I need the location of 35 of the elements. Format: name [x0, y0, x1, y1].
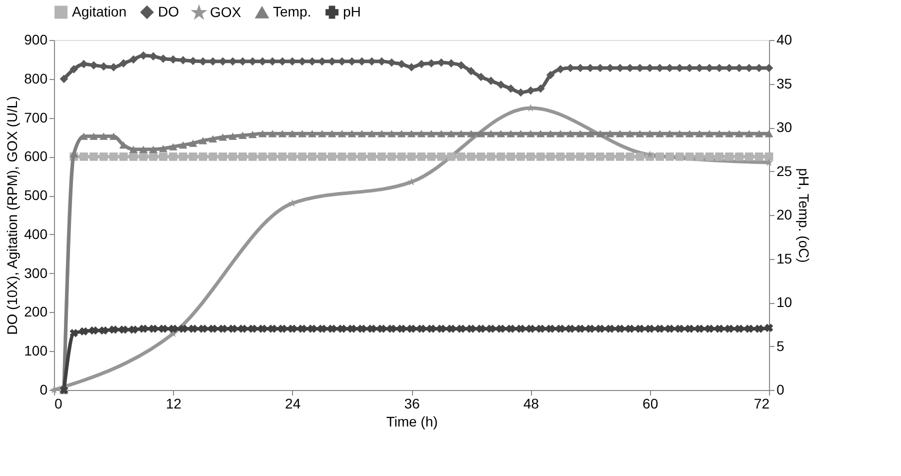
y2-tick-label: 10	[776, 294, 792, 310]
y-axis-title: DO (10X), Agitation (RPM), GOX (U/L)	[4, 96, 20, 335]
legend-label: Temp.	[273, 4, 312, 20]
legend-label: GOX	[210, 4, 242, 20]
y-tick-label: 500	[24, 187, 48, 204]
y-tick-label: 0	[40, 382, 48, 398]
y-tick-label: 900	[24, 32, 48, 48]
y2-tick-label: 15	[776, 250, 792, 266]
y2-tick-label: 20	[776, 206, 792, 222]
y-tick-label: 100	[24, 342, 48, 359]
y2-tick-label: 5	[776, 338, 784, 354]
y-tick-label: 600	[24, 148, 48, 164]
point	[646, 150, 654, 158]
legend-label: Agitation	[72, 3, 126, 20]
y-tick-label: 800	[24, 70, 48, 86]
y2-axis-title: pH, Temp. (oC)	[796, 168, 812, 263]
y2-tick-label: 30	[776, 119, 792, 135]
y2-tick-label: 40	[776, 32, 792, 48]
y2-tick-label: 25	[776, 162, 792, 179]
x-axis-title: Time (h)	[386, 414, 438, 430]
x-tick-label: 24	[285, 396, 301, 412]
x-tick-label: 72	[754, 396, 770, 412]
x-tick-label: 36	[404, 396, 420, 412]
y-tick-label: 300	[24, 264, 48, 281]
legend-label: pH	[343, 3, 361, 20]
y-tick-label: 700	[24, 109, 48, 126]
y2-tick-label: 0	[776, 382, 784, 398]
x-tick-label: 48	[523, 396, 540, 412]
y-tick-label: 200	[24, 304, 48, 320]
y-tick-label: 400	[24, 226, 48, 242]
x-tick-label: 0	[54, 396, 62, 412]
y2-tick-label: 35	[776, 75, 792, 92]
x-tick-label: 60	[642, 396, 658, 412]
legend-label: DO	[158, 3, 180, 20]
x-tick-label: 12	[166, 396, 182, 412]
